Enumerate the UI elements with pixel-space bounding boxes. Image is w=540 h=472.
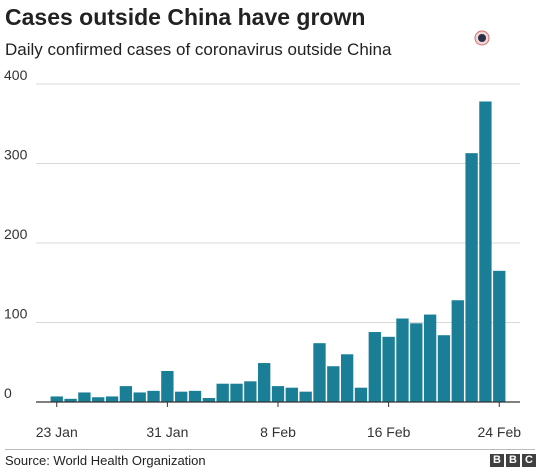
bar	[105, 396, 119, 402]
bar	[368, 332, 381, 402]
y-tick-label: 0	[4, 385, 12, 401]
logo-letter: B	[506, 454, 520, 467]
bar	[451, 300, 464, 402]
bar	[285, 387, 298, 402]
x-tick-label: 8 Feb	[260, 424, 296, 440]
bar	[340, 354, 354, 402]
bbc-logo: B B C	[490, 454, 536, 467]
bar	[119, 386, 133, 402]
y-tick-label: 100	[4, 306, 28, 322]
bar	[258, 363, 271, 402]
bar	[78, 392, 91, 402]
logo-letter: B	[490, 454, 504, 467]
x-tick-label: 31 Jan	[146, 424, 188, 440]
bar	[313, 343, 326, 402]
bar	[465, 153, 478, 402]
bar	[230, 383, 243, 402]
bar	[64, 398, 77, 402]
bar	[50, 396, 63, 402]
bar	[354, 387, 368, 402]
bar	[423, 314, 437, 402]
bar	[437, 335, 451, 402]
bar	[202, 398, 216, 402]
bar-series	[50, 101, 506, 403]
x-tick-label: 24 Feb	[477, 424, 521, 440]
bar	[175, 391, 188, 402]
bar	[299, 391, 312, 402]
bar	[92, 397, 105, 402]
footer-divider	[5, 449, 535, 450]
grid-lines	[36, 83, 520, 323]
bar-chart: 0 100 200 300 400 23 Jan 31 Jan 8 Feb 16 Feb 24 …	[4, 67, 521, 440]
bar	[327, 366, 340, 402]
x-tick-label: 16 Feb	[367, 424, 411, 440]
source-note: Source: World Health Organization	[5, 453, 206, 468]
bar	[147, 390, 160, 402]
bar	[188, 390, 202, 402]
logo-letter: C	[522, 454, 536, 467]
chart-title: Cases outside China have grown	[5, 4, 366, 30]
y-tick-label: 300	[4, 147, 28, 163]
y-axis-ticks: 0 100 200 300 400	[4, 67, 28, 401]
y-tick-label: 400	[4, 67, 28, 83]
x-tick-label: 23 Jan	[36, 424, 78, 440]
bar	[410, 323, 423, 402]
bar	[216, 383, 229, 402]
record-indicator-icon[interactable]	[474, 30, 490, 46]
bar	[244, 381, 257, 402]
bar	[493, 270, 506, 402]
bar	[161, 371, 174, 402]
bar	[479, 101, 492, 403]
y-tick-label: 200	[4, 226, 28, 242]
bar	[271, 386, 285, 402]
bar	[133, 392, 146, 402]
bar	[382, 336, 395, 402]
chart-subtitle: Daily confirmed cases of coronavirus out…	[5, 40, 392, 59]
x-axis-ticks: 23 Jan 31 Jan 8 Feb 16 Feb 24 Feb	[36, 402, 521, 440]
bar	[396, 318, 409, 402]
